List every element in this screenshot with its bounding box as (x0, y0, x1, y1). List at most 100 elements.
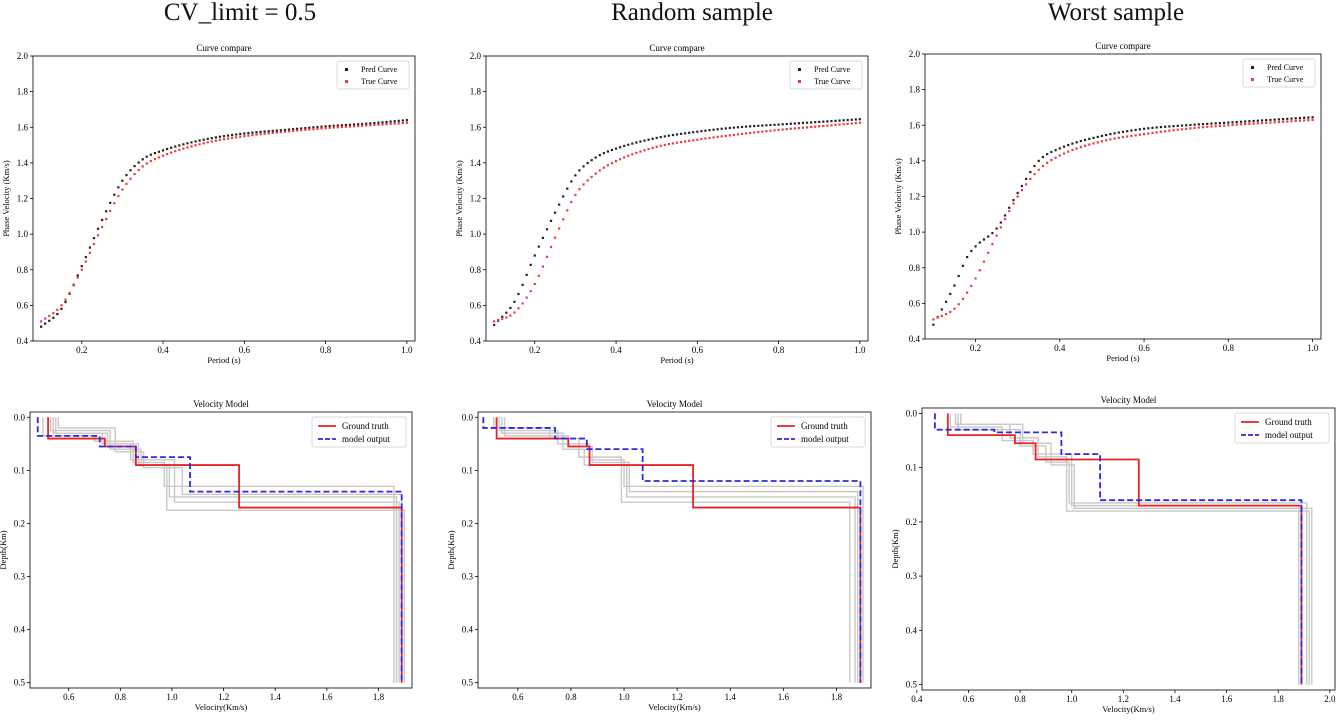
true-curve-point (830, 124, 833, 127)
pred-curve-point (145, 155, 148, 158)
pred-curve-point (643, 139, 646, 142)
pred-curve-point (720, 127, 723, 130)
pred-curve-point (728, 126, 731, 130)
pred-curve-point (830, 120, 833, 123)
pred-curve-point (1201, 123, 1205, 126)
pred-curve-point (586, 161, 589, 165)
true-curve-point (1155, 131, 1158, 134)
y-tick-label: 0.2 (14, 518, 25, 528)
y-tick-label: 2.0 (17, 51, 29, 61)
pred-curve-point (684, 132, 687, 135)
true-curve-point (389, 122, 392, 125)
pred-curve-point (639, 140, 642, 143)
pred-curve-point (121, 179, 124, 182)
series-true-curve (932, 118, 1314, 321)
pred-curve-point (716, 128, 719, 131)
true-curve-point (513, 311, 516, 314)
pred-curve-point (1206, 122, 1209, 125)
profiles-group (934, 413, 1313, 685)
x-tick-label: 1.4 (270, 692, 282, 702)
profiles-group (36, 417, 405, 683)
pred-curve-point (708, 129, 711, 132)
x-tick-label: 1.0 (166, 692, 178, 702)
y-tick-label: 0.4 (906, 625, 918, 635)
pred-curve-point (239, 132, 242, 136)
x-tick-label: 1.8 (1273, 694, 1285, 704)
true-curve-point (1214, 125, 1217, 128)
y-tick-label: 0.4 (462, 625, 474, 635)
x-tick-label: 1.4 (725, 692, 737, 702)
true-curve-point (970, 284, 973, 288)
legend-model-output-label: model output (1265, 430, 1313, 440)
true-curve-point (1189, 127, 1192, 130)
true-curve-point (582, 183, 585, 186)
true-curve-point (352, 125, 356, 128)
pred-curve-point (1046, 153, 1049, 156)
x-tick-label: 1.2 (1118, 694, 1129, 704)
true-curve-point (619, 158, 622, 161)
true-curve-point (1096, 141, 1099, 144)
legend-true-label: True Curve (1267, 75, 1304, 84)
true-curve-point (765, 130, 768, 133)
pred-curve-point (1252, 119, 1255, 123)
pred-curve-point (161, 149, 165, 152)
pred-curve-point (1218, 121, 1221, 125)
x-tick-label: 0.6 (512, 692, 524, 702)
y-tick-label: 0.5 (906, 680, 918, 690)
y-tick-label: 0.1 (462, 465, 473, 475)
true-curve-point (1303, 119, 1306, 122)
true-curve-point (1281, 120, 1285, 123)
true-curve-point (505, 316, 508, 319)
candidate-profile-line (57, 417, 403, 683)
legend-pred-marker (798, 68, 801, 71)
true-curve-point (1041, 164, 1045, 168)
y-tick-label: 1.0 (909, 227, 921, 237)
pred-curve-point (1231, 121, 1234, 124)
true-curve-point (166, 153, 169, 156)
pred-curve-point (1130, 129, 1133, 132)
legend-ground-truth-label: Ground truth (801, 421, 848, 431)
model-output-line (36, 417, 403, 683)
true-curve-point (1130, 134, 1133, 138)
true-curve-point (769, 129, 772, 132)
true-curve-point (655, 145, 658, 148)
pred-curve-point (944, 300, 948, 303)
pred-curve-point (822, 120, 825, 123)
pred-curve-point (953, 284, 956, 287)
pred-curve-point (1054, 149, 1057, 152)
pred-curve-point (1256, 119, 1259, 122)
pred-curve-point (304, 126, 307, 130)
pred-curve-point (226, 134, 230, 137)
true-curve-point (991, 243, 994, 246)
x-tick-label: 1.2 (218, 692, 229, 702)
y-tick-label: 1.4 (470, 158, 482, 168)
legend-box (1242, 58, 1316, 88)
y-tick-label: 1.8 (470, 87, 482, 97)
pred-curve-point (222, 135, 226, 138)
y-tick-label: 0.5 (14, 678, 26, 688)
legend-model-output-label: model output (342, 434, 390, 444)
true-curve-point (1134, 134, 1137, 137)
y-tick-label: 0.3 (906, 571, 918, 581)
pred-curve-point (810, 121, 813, 124)
true-curve-point (68, 291, 71, 294)
pred-curve-point (623, 144, 626, 148)
true-curve-point (190, 145, 193, 148)
model-output-line (482, 417, 862, 683)
true-curve-point (1100, 140, 1104, 143)
true-curve-point (987, 251, 990, 254)
x-axis-label: Velocity(Km/s) (648, 702, 701, 712)
pred-curve-point (797, 122, 801, 125)
pred-curve-point (56, 312, 59, 316)
y-tick-label: 1.4 (909, 156, 921, 166)
y-tick-label: 0.3 (14, 572, 26, 582)
true-curve-point (562, 218, 565, 221)
chart-title: Curve compare (196, 43, 251, 53)
true-curve-point (1239, 123, 1243, 126)
pred-curve-point (332, 124, 335, 127)
pred-curve-point (100, 218, 104, 221)
candidate-profile-line (49, 417, 398, 683)
true-curve-point (275, 131, 278, 134)
y-tick-label: 0.4 (17, 336, 29, 346)
pred-curve-point (744, 125, 748, 128)
